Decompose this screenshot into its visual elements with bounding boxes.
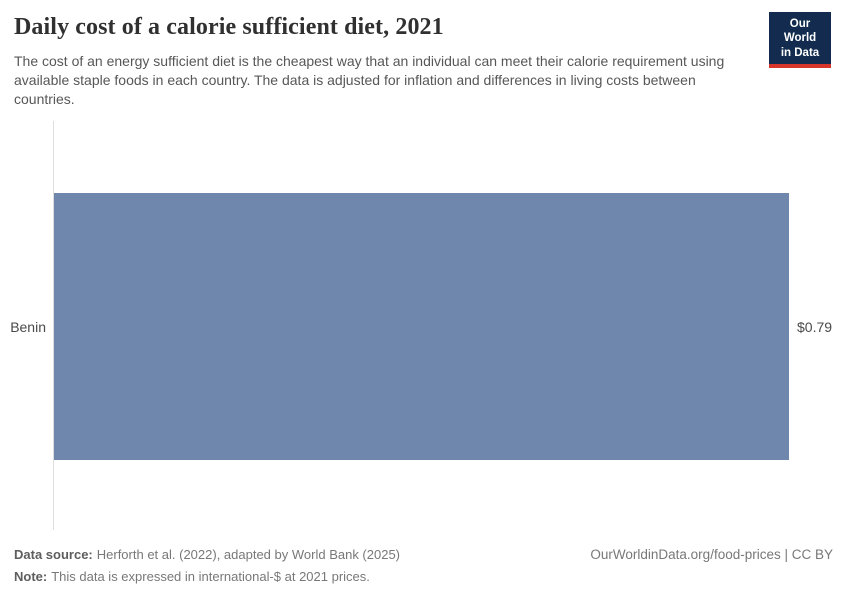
footer-left: Data source: Herforth et al. (2022), adap…	[14, 547, 400, 591]
bar-benin[interactable]	[54, 193, 789, 460]
entity-label: Benin	[10, 319, 46, 335]
note-value: This data is expressed in international-…	[51, 569, 370, 584]
note-label: Note:	[14, 569, 48, 584]
plot-area	[54, 193, 789, 460]
value-label: $0.79	[797, 319, 833, 335]
owid-logo-line2: in Data	[780, 46, 820, 59]
owid-logo-line1: Our World	[783, 18, 817, 45]
chart-title: Daily cost of a calorie sufficient diet,…	[14, 14, 444, 40]
data-source-label: Data source:	[14, 547, 93, 562]
footer-right-link[interactable]: OurWorldinData.org/food-prices | CC BY	[590, 547, 833, 562]
owid-logo[interactable]: Our World in Data	[769, 12, 831, 69]
data-source-line: Data source: Herforth et al. (2022), adap…	[14, 547, 400, 562]
note-line: Note: This data is expressed in internati…	[14, 569, 400, 584]
y-axis-line	[53, 121, 54, 530]
data-source-value: Herforth et al. (2022), adapted by World…	[96, 547, 401, 562]
chart-subtitle: The cost of an energy sufficient diet is…	[14, 53, 725, 107]
